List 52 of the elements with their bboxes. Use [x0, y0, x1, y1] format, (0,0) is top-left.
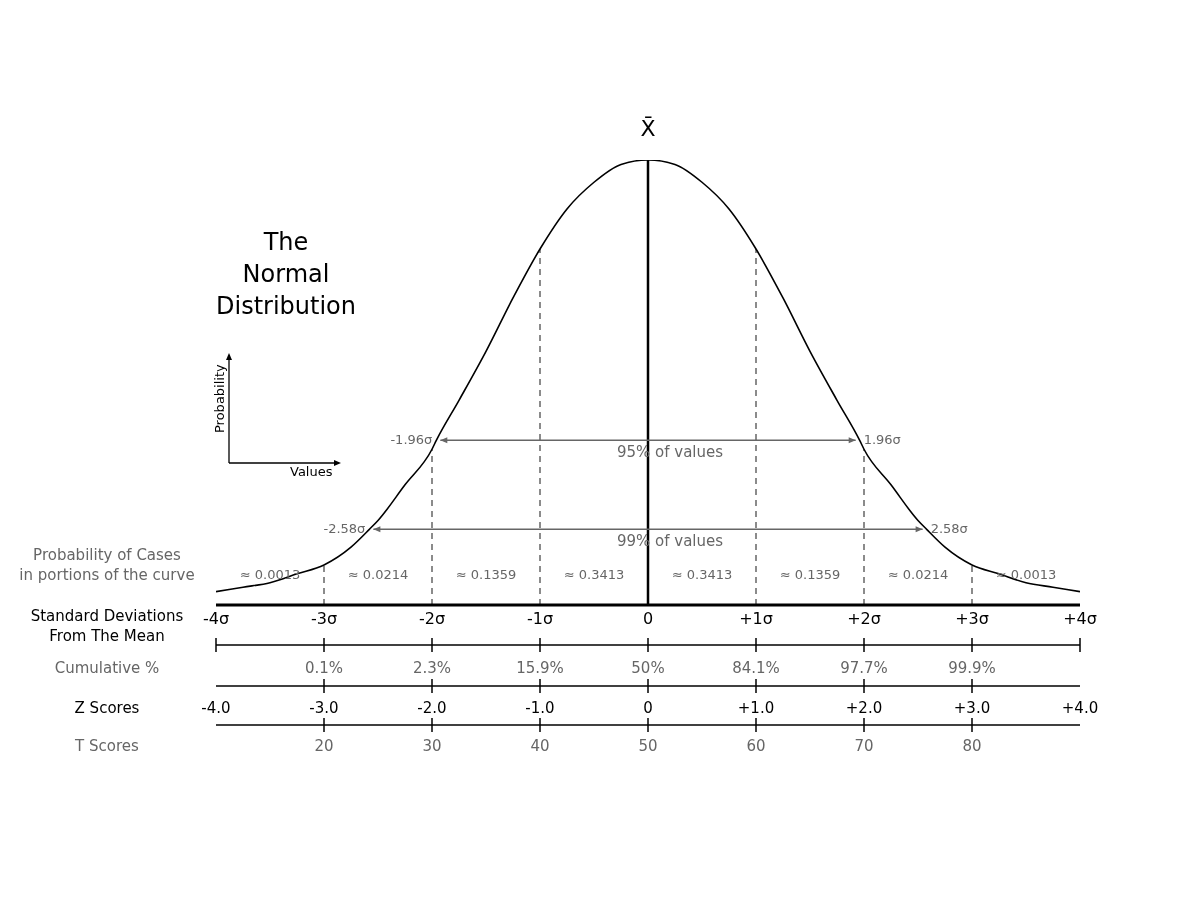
text: 0.1%	[304, 659, 344, 677]
annotation: ≈ 0.0013	[239, 567, 301, 582]
text: 50%	[631, 659, 665, 677]
x2-tick-label: 70	[854, 737, 874, 755]
text: Cumulative %	[54, 659, 160, 677]
x2-tick-label: 20	[314, 737, 334, 755]
annotation: ≈ 0.3413	[563, 567, 625, 582]
annotation: -2.58σ	[323, 521, 366, 537]
text: -1.0	[525, 699, 555, 717]
text: 0	[643, 699, 653, 717]
x2-tick-label: 40	[530, 737, 550, 755]
x2-tick-label: 50	[638, 737, 658, 755]
x-tick-label: -2σ	[418, 609, 446, 629]
text: +4.0	[1061, 699, 1099, 717]
annotation: -1.96σ	[390, 432, 433, 448]
text: 2.3%	[412, 659, 452, 677]
x-tick-label: +3σ	[955, 609, 989, 629]
annotation: 2.58σ	[930, 521, 968, 537]
annotation: 1.96σ	[863, 432, 901, 448]
x-tick-label: 0	[642, 609, 654, 629]
annotation: ≈ 0.1359	[779, 567, 841, 582]
annotation: ≈ 0.3413	[671, 567, 733, 582]
x-axis-title: Standard Deviations From The Mean	[30, 607, 184, 645]
x-tick-label: -4σ	[202, 609, 230, 629]
x2-tick-label: 80	[962, 737, 982, 755]
text: Probability of Cases in portions of the curve	[19, 546, 195, 584]
x-tick-label: -1σ	[526, 609, 554, 629]
text: Z Scores	[74, 699, 140, 717]
x-tick-label: +4σ	[1063, 609, 1097, 629]
text: -3.0	[309, 699, 339, 717]
text: 97.7%	[840, 659, 888, 677]
ref-line-label: X̄	[640, 115, 656, 141]
text: 99.9%	[948, 659, 996, 677]
text: +1.0	[737, 699, 775, 717]
text: The Normal Distribution	[215, 228, 357, 320]
text: +3.0	[953, 699, 991, 717]
annotation: Probability	[212, 363, 227, 433]
text: 15.9%	[516, 659, 564, 677]
annotation: ≈ 0.0214	[887, 567, 949, 582]
text: -2.0	[417, 699, 447, 717]
annotation: ≈ 0.1359	[455, 567, 517, 582]
text: 84.1%	[732, 659, 780, 677]
x-tick-label: -3σ	[310, 609, 338, 629]
x2-tick-label: 60	[746, 737, 766, 755]
x-tick-label: +1σ	[739, 609, 773, 629]
text: +2.0	[845, 699, 883, 717]
annotation: Values	[290, 464, 333, 479]
x2-tick-label: 30	[422, 737, 442, 755]
x-tick-label: +2σ	[847, 609, 881, 629]
annotation: ≈ 0.0214	[347, 567, 409, 582]
x2-axis-title: T Scores	[74, 737, 140, 755]
text: -4.0	[201, 699, 231, 717]
